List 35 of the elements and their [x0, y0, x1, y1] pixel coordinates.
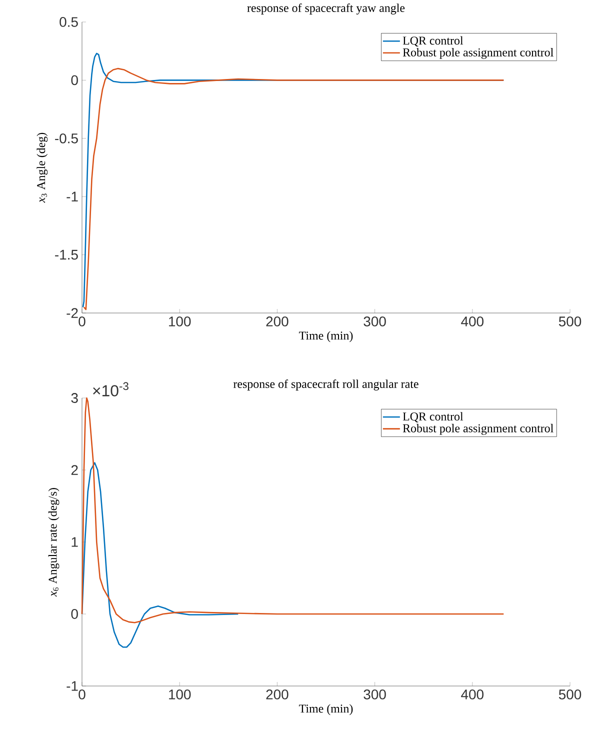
y-tick-label: 1	[72, 537, 78, 547]
x-tick-label: 300	[364, 316, 386, 326]
legend-label: LQR control	[402, 36, 464, 46]
y-tick-label: -0.5	[55, 133, 78, 144]
x-tick-label: 100	[169, 316, 191, 326]
x-axis-title: Time (min)	[299, 704, 353, 716]
x-tick-label: 300	[364, 690, 386, 700]
chart-title: response of spacecraft yaw angle	[247, 3, 405, 14]
y-tick-label: -1	[66, 192, 78, 202]
line-series	[81, 462, 239, 648]
y-tick-label: 3	[71, 393, 78, 403]
legend-label: LQR control	[402, 412, 464, 422]
chart-title: response of spacecraft roll angular rate	[233, 379, 418, 390]
x-tick-label: 100	[169, 690, 191, 700]
y-axis-title: x$_{6}$ Angular rate (deg/s)	[48, 488, 60, 597]
y-axis-title: x$_{3}$ Angle (deg)	[36, 132, 48, 203]
y-tick-label: -1.5	[55, 250, 78, 260]
y-tick-label: 0	[71, 609, 78, 619]
x-tick-label: 200	[266, 316, 288, 326]
x-tick-label: 400	[461, 316, 484, 326]
y-tick-label: 2	[71, 465, 78, 475]
x-tick-label: 0	[78, 316, 86, 326]
x-tick-label: 500	[558, 316, 582, 326]
x-tick-label: 200	[266, 690, 288, 700]
y-tick-label: 0	[71, 75, 78, 86]
legend-label: Robust pole assignment control	[402, 424, 554, 435]
y-tick-label: 0.5	[60, 17, 78, 27]
y-tick-label: -2	[66, 308, 78, 318]
x-tick-label: 500	[558, 690, 582, 700]
x-tick-label: 0	[78, 690, 86, 700]
legend-label: Robust pole assignment control	[402, 48, 554, 59]
x-tick-label: 400	[461, 690, 484, 700]
y-tick-label: -1	[66, 681, 78, 691]
x-axis-title: Time (min)	[299, 331, 353, 342]
text: ×10$^{-3}$	[93, 382, 128, 396]
